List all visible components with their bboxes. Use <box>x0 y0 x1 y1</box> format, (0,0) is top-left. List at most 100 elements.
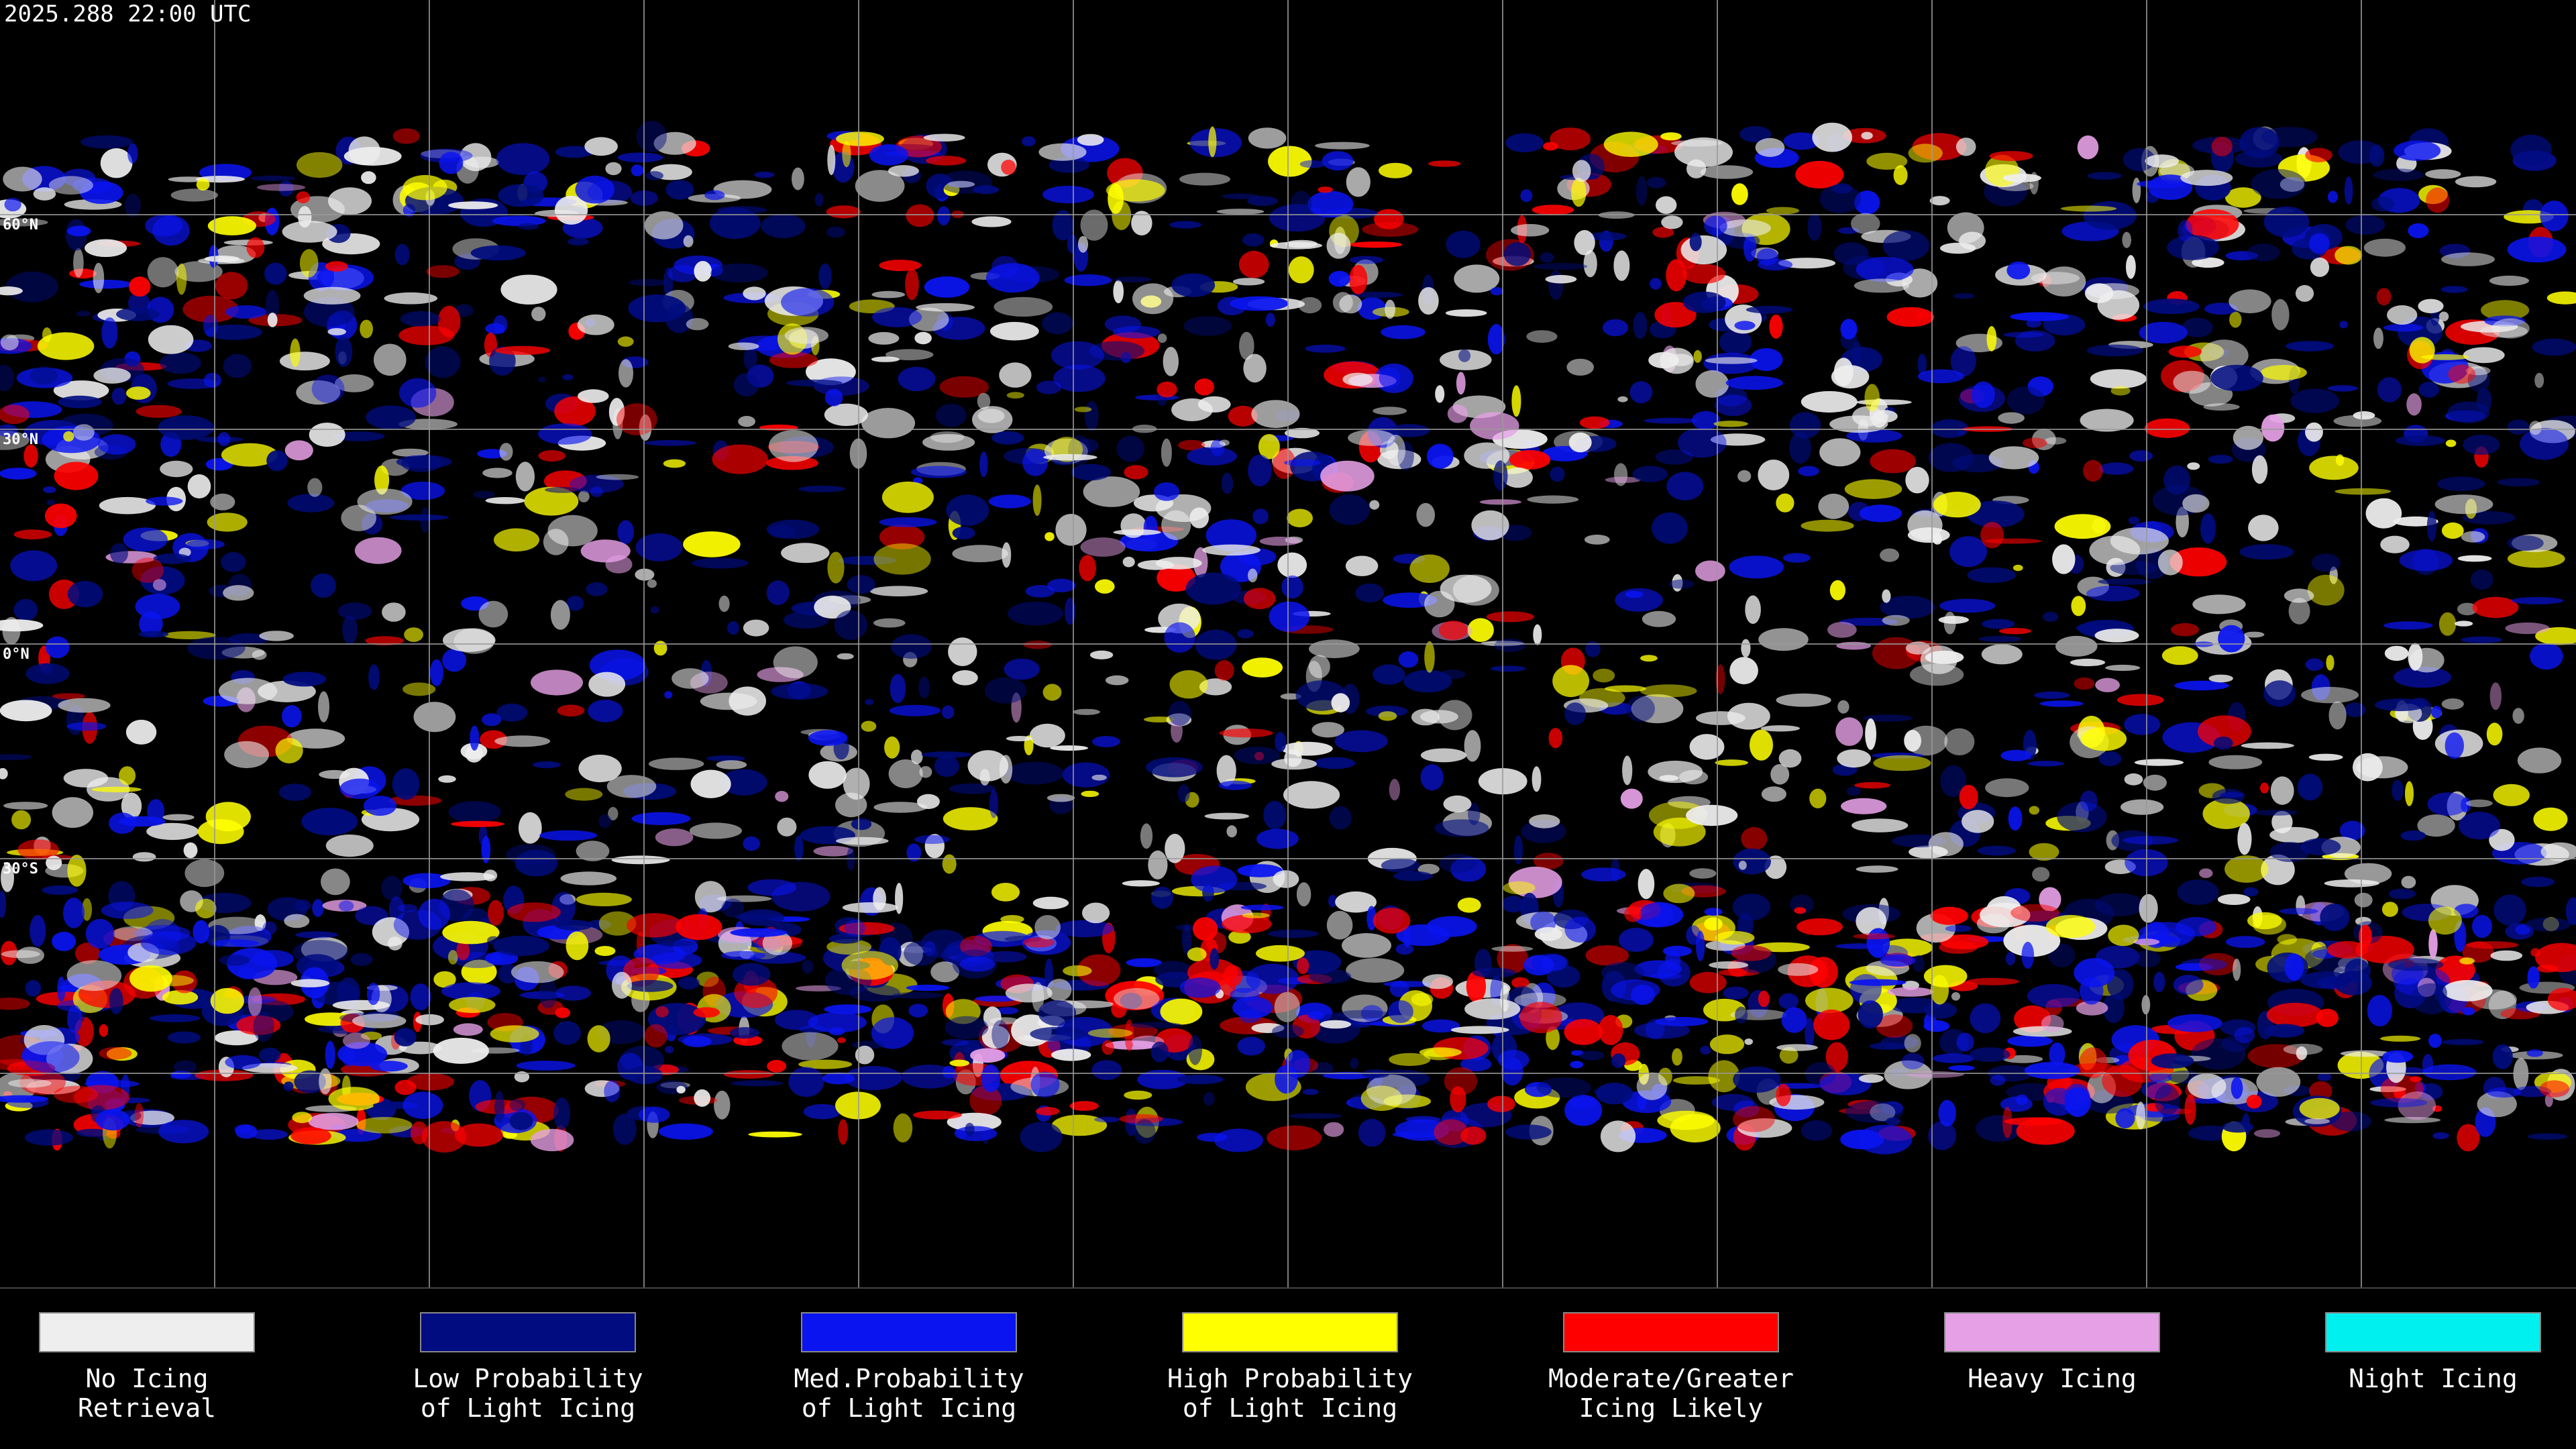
icing-blob <box>588 919 612 930</box>
icing-blob <box>374 343 407 376</box>
icing-blob <box>1259 537 1301 546</box>
icing-blob <box>748 1131 802 1138</box>
icing-blob <box>2173 370 2211 394</box>
icing-blob <box>2546 291 2576 305</box>
icing-blob <box>1568 432 1592 453</box>
icing-blob <box>1713 421 1748 427</box>
icing-blob <box>328 187 372 215</box>
icing-blob <box>861 408 916 439</box>
icing-blob <box>1328 894 1337 908</box>
icing-blob <box>492 935 550 957</box>
icing-blob <box>2167 1014 2222 1032</box>
icing-blob <box>312 899 324 917</box>
icing-blob <box>174 261 223 282</box>
icing-blob <box>2344 176 2353 205</box>
icing-blob <box>1833 242 1869 266</box>
icing-blob <box>683 531 741 557</box>
icing-blob <box>1466 970 1487 1003</box>
icing-blob <box>1029 723 1065 748</box>
icing-blob <box>844 920 865 936</box>
icing-blob <box>1598 1015 1623 1045</box>
icing-blob <box>1277 552 1307 578</box>
legend-label: of Light Icing <box>421 1393 635 1423</box>
icing-blob <box>2027 761 2064 767</box>
icing-blob <box>63 898 85 928</box>
icing-blob <box>2253 1129 2281 1138</box>
icing-blob <box>1267 929 1319 938</box>
icing-blob <box>1464 730 1481 762</box>
icing-blob <box>482 713 502 727</box>
icing-blob <box>2198 715 2251 748</box>
icing-blob <box>1640 655 1658 662</box>
icing-blob <box>1237 1036 1265 1056</box>
icing-blob <box>629 278 669 286</box>
icing-blob <box>2042 266 2086 297</box>
icing-blob <box>1177 1075 1224 1085</box>
icing-blob <box>2270 776 2294 805</box>
icing-blob <box>515 849 558 877</box>
icing-blob <box>214 1030 259 1046</box>
icing-blob <box>282 672 327 687</box>
icing-blob <box>1346 167 1371 197</box>
legend-swatch <box>1563 1312 1779 1352</box>
icing-blob <box>44 503 77 529</box>
icing-blob <box>1422 974 1454 989</box>
icing-blob <box>1386 435 1406 466</box>
icing-blob <box>311 374 345 403</box>
icing-blob <box>1778 258 1836 269</box>
icing-blob <box>72 177 112 194</box>
icing-blob <box>1269 601 1310 632</box>
icing-blob <box>1624 906 1642 922</box>
icing-blob <box>287 494 335 513</box>
icing-blob <box>1189 507 1210 529</box>
icing-blob <box>1620 788 1643 809</box>
icing-blob <box>160 460 193 478</box>
icing-blob <box>46 855 62 871</box>
icing-blob <box>400 481 445 500</box>
icing-blob <box>2410 647 2445 673</box>
icing-blob <box>2377 377 2402 402</box>
icing-blob <box>553 1097 571 1130</box>
icing-blob <box>1622 755 1633 786</box>
icing-blob <box>80 135 133 149</box>
icing-blob <box>981 1064 1001 1093</box>
icing-blob <box>2463 347 2505 364</box>
icing-blob <box>1856 1124 1913 1155</box>
icing-blob <box>788 1067 824 1097</box>
icing-blob <box>2218 625 2245 653</box>
icing-blob <box>562 374 574 380</box>
icing-blob <box>1067 233 1077 254</box>
icing-blob <box>1006 761 1064 785</box>
icing-blob <box>2251 168 2306 199</box>
icing-blob <box>253 1012 274 1042</box>
icing-blob <box>1741 826 1768 851</box>
icing-blob <box>203 315 218 337</box>
icing-blob <box>441 982 500 1000</box>
icing-blob <box>368 664 380 690</box>
icing-blob <box>892 991 944 999</box>
icing-blob <box>453 304 474 317</box>
icing-blob <box>442 920 500 945</box>
icing-blob <box>0 754 32 761</box>
icing-blob <box>0 890 7 918</box>
icing-blob <box>930 961 960 983</box>
icing-blob <box>160 352 201 374</box>
icing-blob <box>461 959 497 985</box>
icing-blob <box>798 486 846 492</box>
icing-blob <box>1268 146 1312 177</box>
icing-blob <box>1733 1066 1781 1093</box>
icing-blob <box>2029 806 2039 815</box>
icing-blob <box>1663 883 1695 904</box>
icing-blob <box>73 248 84 278</box>
icing-blob <box>2373 168 2424 181</box>
icing-blob <box>2177 879 2219 905</box>
icing-blob <box>195 898 217 919</box>
icing-blob <box>2431 706 2442 718</box>
icing-blob <box>942 854 957 874</box>
icing-blob <box>1835 943 1883 949</box>
icing-blob <box>1355 583 1385 603</box>
icing-blob <box>2110 386 2131 396</box>
icing-blob <box>2383 323 2424 332</box>
icing-blob <box>952 670 978 686</box>
icing-blob <box>1345 555 1379 576</box>
